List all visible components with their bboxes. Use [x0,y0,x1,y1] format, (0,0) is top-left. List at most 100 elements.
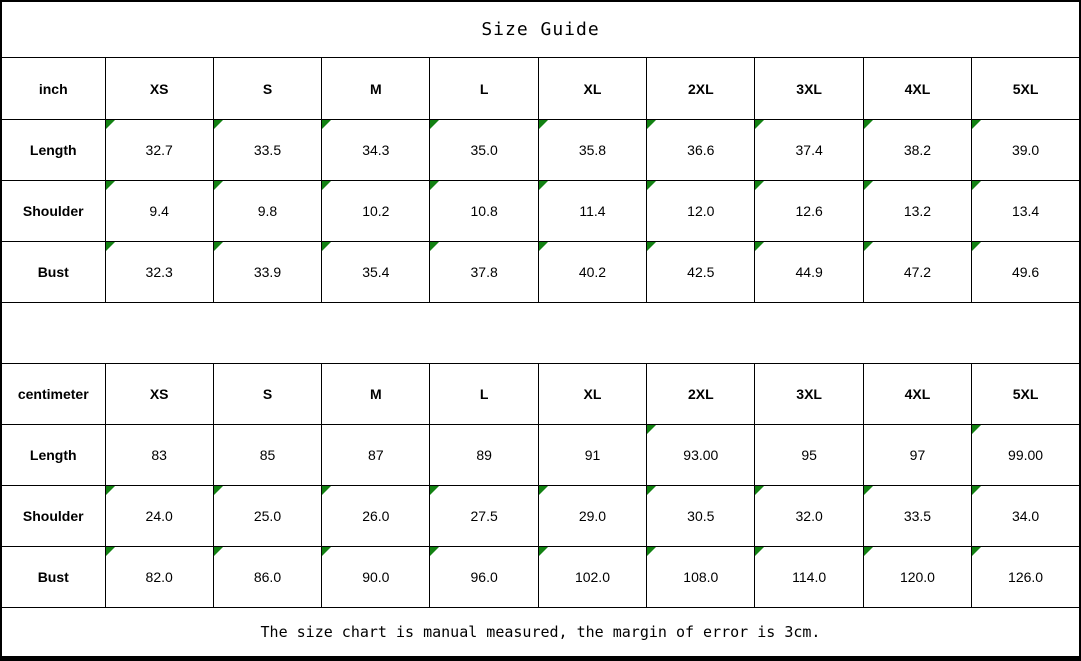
comment-marker-icon [322,119,332,129]
size-header-cell: L [429,57,539,120]
comment-marker-icon [972,485,982,495]
comment-marker-icon [538,485,548,495]
comment-marker-icon [647,547,657,556]
measurement-value: 30.5 [687,507,715,524]
measurement-value: 126.0 [1008,569,1044,586]
measurement-value-cell: 96.0 [429,545,539,609]
comment-marker-icon [647,424,657,434]
measurement-value-cell: 33.5 [862,484,973,548]
inch-table-section: inch XS S M L XL 2XL 3XL 4XL 5XL Length 32.7 33.5 34.… [0,57,1081,303]
comment-marker-icon [430,485,440,495]
measurement-value-cell: 9.8 [212,179,323,242]
size-header-cell: M [321,362,431,425]
measurement-value: 36.6 [687,141,715,158]
measurement-value: 33.9 [253,263,282,280]
measurement-value-cell: 34.0 [971,484,1081,548]
measurement-value: 12.6 [795,202,823,219]
comment-marker-icon [213,485,223,495]
measurement-value-cell: 114.0 [754,545,864,609]
size-header-cell: XS [104,57,214,120]
unit-label-cell: centimeter [0,362,106,425]
unit-label-cell: inch [0,57,106,120]
measurement-value-cell: 25.0 [212,484,323,548]
comment-marker-icon [972,547,982,556]
footer-section: The size chart is manual measured, the m… [0,607,1081,659]
comment-marker-icon [647,241,657,251]
comment-marker-icon [213,180,223,190]
comment-marker-icon [972,424,982,434]
measurement-value-cell: 86.0 [212,545,323,609]
centimeter-table-section: centimeter XS S M L XL 2XL 3XL 4XL 5XL Length 83 85 8… [0,362,1081,609]
measurement-value: 114.0 [792,569,827,586]
measurement-value-cell: 13.4 [971,179,1081,242]
size-header-row: centimeter XS S M L XL 2XL 3XL 4XL 5XL [0,362,1081,425]
measurement-value: 93.00 [683,446,719,463]
comment-marker-icon [213,547,223,556]
comment-marker-icon [647,119,657,129]
footer-row: The size chart is manual measured, the m… [0,607,1081,659]
measurement-row: Shoulder 24.0 25.0 26.0 27.5 29.0 30.5 32.0 33.5… [0,484,1081,548]
measurement-value-cell: 26.0 [321,484,431,548]
measurement-value-cell: 32.0 [754,484,864,548]
comment-marker-icon [863,485,873,495]
measurement-value-cell: 27.5 [429,484,539,548]
measurement-value: 37.4 [795,141,823,158]
measurement-value: 33.5 [903,507,932,524]
measurement-value: 32.3 [145,263,173,280]
measurement-value-cell: 102.0 [537,545,648,609]
size-header-cell: S [212,362,323,425]
comment-marker-icon [322,547,332,556]
comment-marker-icon [972,119,982,129]
measurement-value: 26.0 [362,507,390,524]
comment-marker-icon [322,485,332,495]
comment-marker-icon [538,547,548,556]
measurement-value: 25.0 [253,507,282,524]
measurement-value: 27.5 [470,507,498,524]
comment-marker-icon [863,180,873,190]
measurement-value: 32.0 [795,507,823,524]
measurement-value-cell: 40.2 [537,240,648,303]
measurement-value-cell: 11.4 [537,179,648,242]
size-header-cell: 5XL [971,362,1081,425]
measurement-value-cell: 120.0 [862,545,973,609]
comment-marker-icon [755,119,765,129]
measurement-value-cell: 37.8 [429,240,539,303]
comment-marker-icon [538,180,548,190]
size-header-cell: 3XL [754,57,864,120]
measurement-value: 10.2 [362,202,390,219]
size-header-cell: 2XL [646,362,756,425]
measurement-label-cell: Length [0,118,106,181]
measurement-value: 102.0 [574,569,610,586]
size-header-cell: XL [537,57,648,120]
comment-marker-icon [322,180,332,190]
comment-marker-icon [647,180,657,190]
comment-marker-icon [755,547,765,556]
measurement-value: 37.8 [470,263,498,280]
size-header-cell: M [321,57,431,120]
comment-marker-icon [863,119,873,129]
spacer-section [0,301,1081,364]
comment-marker-icon [430,180,440,190]
measurement-value: 39.0 [1011,141,1040,158]
measurement-value-cell: 10.8 [429,179,539,242]
title-section: Size Guide [0,0,1081,59]
measurement-row: Bust 82.0 86.0 90.0 96.0 102.0 108.0 114.0 120.0… [0,545,1081,609]
measurement-value: 11.4 [579,202,606,219]
measurement-value-cell: 35.4 [321,240,431,303]
comment-marker-icon [322,241,332,251]
comment-marker-icon [755,241,765,251]
measurement-value-cell: 12.0 [646,179,756,242]
measurement-value: 29.0 [578,507,607,524]
measurement-value: 96.0 [470,569,498,586]
measurement-value: 40.2 [578,263,607,280]
measurement-value-cell: 89 [429,423,539,486]
measurement-value-cell: 33.5 [212,118,323,181]
measurement-value-cell: 95 [754,423,864,486]
measurement-value: 13.2 [903,202,932,219]
measurement-value: 44.9 [795,263,823,280]
measurement-label-cell: Shoulder [0,179,106,242]
measurement-value-cell: 90.0 [321,545,431,609]
size-header-cell: XS [104,362,214,425]
